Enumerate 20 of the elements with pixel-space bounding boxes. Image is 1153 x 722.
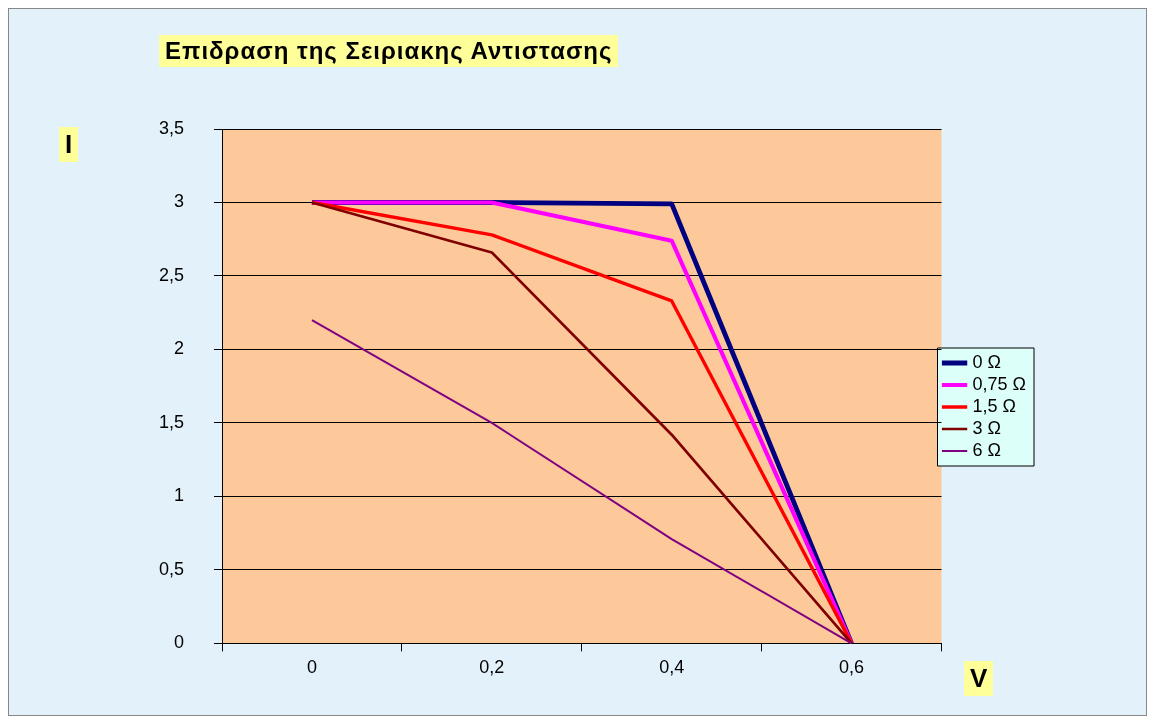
y-tick-label: 1 xyxy=(174,485,185,506)
y-tick-label: 2 xyxy=(174,338,185,359)
x-tick-label: 0,2 xyxy=(479,657,505,678)
y-tick-label: 1,5 xyxy=(158,411,185,432)
x-axis-title: V xyxy=(964,661,994,696)
y-tick-label: 0 xyxy=(174,632,185,653)
legend-label: 3 Ω xyxy=(972,417,1001,438)
legend-label: 0,75 Ω xyxy=(972,373,1027,394)
x-tick-label: 0,4 xyxy=(659,657,685,678)
y-tick-label: 3 xyxy=(174,191,185,212)
chart-title: Επιδραση της Σειριακης Αντιστασης xyxy=(159,35,619,67)
legend-label: 6 Ω xyxy=(972,439,1001,460)
y-tick-label: 0,5 xyxy=(158,558,185,579)
y-tick-label: 3,5 xyxy=(158,117,185,138)
x-tick-label: 0,6 xyxy=(839,657,865,678)
x-tick-label: 0 xyxy=(306,657,317,678)
y-axis-title: I xyxy=(59,127,79,162)
legend-label: 0 Ω xyxy=(972,351,1001,372)
y-tick-label: 2,5 xyxy=(158,264,185,285)
legend-label: 1,5 Ω xyxy=(972,395,1016,416)
